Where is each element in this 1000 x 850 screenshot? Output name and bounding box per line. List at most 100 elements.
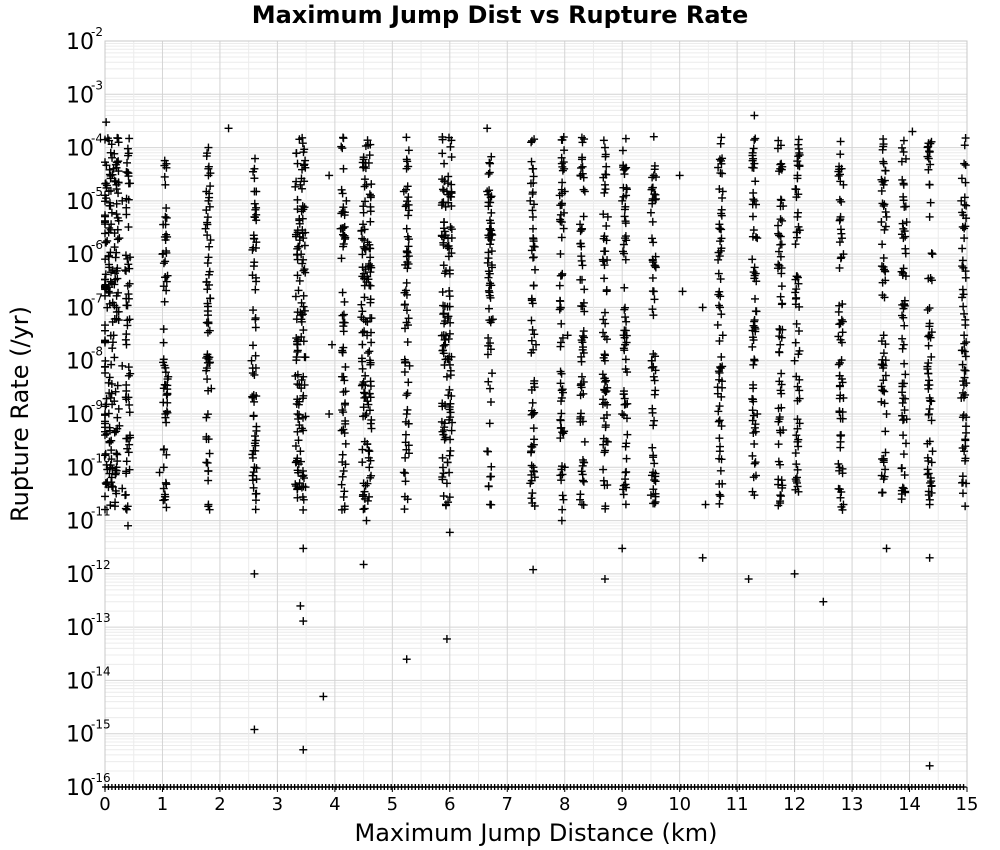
data-point <box>880 387 889 396</box>
data-point <box>774 501 783 510</box>
y-tick-base: 10 <box>66 510 94 535</box>
data-point <box>107 360 116 369</box>
data-point <box>440 335 449 344</box>
data-point <box>750 439 759 448</box>
y-tick-label: 10-2 <box>66 25 103 55</box>
data-point <box>961 273 970 282</box>
data-point <box>579 212 588 221</box>
data-point <box>793 382 802 391</box>
data-point <box>714 367 723 376</box>
data-point <box>878 360 887 369</box>
data-point <box>293 195 302 204</box>
data-point <box>201 224 210 233</box>
data-point <box>560 146 569 155</box>
data-point <box>487 247 496 256</box>
data-point <box>204 143 213 152</box>
data-point <box>365 492 374 501</box>
data-point <box>252 187 261 196</box>
data-point <box>112 199 121 208</box>
data-point <box>881 448 890 457</box>
data-point <box>560 427 569 436</box>
data-point <box>620 283 629 292</box>
data-point <box>926 474 935 483</box>
data-points <box>101 111 971 770</box>
data-point <box>602 410 611 419</box>
data-point <box>580 307 589 316</box>
data-point <box>205 242 214 251</box>
data-point <box>161 212 170 221</box>
data-point <box>925 322 934 331</box>
y-tick-label: 10-7 <box>66 291 103 321</box>
y-tick-base: 10 <box>66 723 94 748</box>
data-point <box>361 371 370 380</box>
y-tick-base: 10 <box>66 243 94 268</box>
data-point <box>251 273 260 282</box>
data-point <box>555 296 564 305</box>
data-point <box>651 352 660 361</box>
data-point <box>357 313 366 322</box>
data-point <box>359 162 368 171</box>
data-point <box>162 277 171 286</box>
data-point <box>897 157 906 166</box>
data-point <box>577 163 586 172</box>
data-point <box>899 340 908 349</box>
data-point <box>104 378 113 387</box>
data-point <box>125 134 134 143</box>
data-point <box>203 458 212 467</box>
data-point <box>203 259 212 268</box>
data-point <box>160 492 169 501</box>
data-point <box>751 177 760 186</box>
data-point <box>838 414 847 423</box>
data-point <box>792 185 801 194</box>
data-point <box>776 215 785 224</box>
data-point <box>487 208 496 217</box>
data-point <box>748 395 757 404</box>
data-point <box>101 197 109 206</box>
data-point <box>601 150 610 159</box>
data-point <box>126 369 135 378</box>
data-point <box>299 148 308 157</box>
data-point <box>579 173 588 182</box>
data-point <box>161 273 170 282</box>
data-point <box>924 341 933 350</box>
data-point <box>751 327 760 336</box>
data-point <box>298 472 307 481</box>
y-tick-label: 10-6 <box>66 238 103 268</box>
data-point <box>250 174 259 183</box>
data-point <box>113 133 122 142</box>
data-point <box>446 318 455 327</box>
data-point <box>793 415 802 424</box>
data-point <box>879 140 888 149</box>
data-point <box>599 434 608 443</box>
data-point <box>124 169 133 178</box>
data-point <box>161 220 170 229</box>
data-point <box>338 348 347 357</box>
data-point <box>400 505 409 514</box>
data-point <box>648 173 657 182</box>
data-point <box>529 234 538 243</box>
data-point <box>341 419 350 428</box>
y-tick-exponent: -11 <box>91 505 111 519</box>
floor-point <box>960 784 967 790</box>
data-point <box>527 157 536 166</box>
data-point <box>790 569 799 578</box>
data-point <box>101 338 109 347</box>
data-point <box>925 495 934 504</box>
data-point <box>448 418 457 427</box>
data-point <box>111 486 120 495</box>
data-point <box>404 206 413 215</box>
data-point <box>577 133 586 142</box>
data-point <box>297 184 306 193</box>
data-point <box>338 311 347 320</box>
data-point <box>366 281 375 290</box>
data-point <box>110 397 119 406</box>
data-point <box>792 372 801 381</box>
y-tick-label: 10-15 <box>66 718 111 748</box>
data-point <box>838 328 847 337</box>
data-point <box>484 198 493 207</box>
data-point <box>123 301 132 310</box>
data-point <box>206 182 215 191</box>
data-point <box>835 371 844 380</box>
data-point <box>163 381 172 390</box>
data-point <box>361 197 370 206</box>
